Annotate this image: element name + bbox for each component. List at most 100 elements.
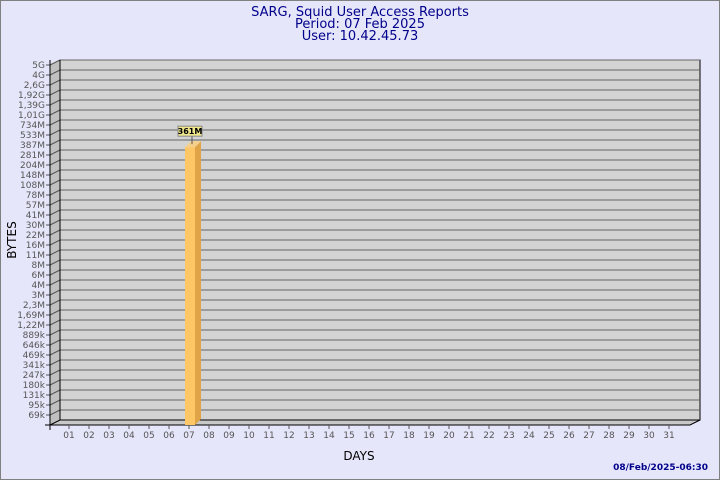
y-tick-slant	[49, 259, 61, 266]
x-tick-label: 27	[583, 431, 594, 441]
x-tick-label: 07	[183, 431, 194, 441]
y-tick-slant	[49, 249, 61, 256]
y-tick-label: 22M	[26, 231, 45, 241]
x-tick-label: 01	[63, 431, 74, 441]
y-tick-label: 341k	[23, 361, 46, 371]
y-tick-label: 2,3M	[23, 301, 45, 311]
y-tick-label: 204M	[20, 161, 45, 171]
x-tick-label: 12	[283, 431, 294, 441]
x-tick-label: 15	[343, 431, 354, 441]
y-tick-label: 30M	[26, 221, 45, 231]
y-tick-slant	[49, 269, 61, 276]
y-tick-slant	[49, 69, 61, 76]
y-tick-slant	[49, 209, 61, 216]
x-tick-label: 14	[323, 431, 335, 441]
x-tick-label: 20	[443, 431, 455, 441]
y-tick-slant	[49, 169, 61, 176]
y-tick-label: 95k	[28, 401, 45, 411]
x-tick-label: 09	[223, 431, 235, 441]
x-tick-label: 29	[623, 431, 635, 441]
y-tick-slant	[49, 409, 61, 416]
y-tick-label: 6M	[32, 271, 46, 281]
y-tick-label: 69k	[28, 411, 45, 421]
chart-user: User: 10.42.45.73	[302, 29, 418, 44]
y-tick-slant	[49, 369, 61, 376]
x-tick-label: 06	[163, 431, 175, 441]
y-tick-slant	[49, 389, 61, 396]
x-tick-label: 31	[663, 431, 674, 441]
y-tick-label: 281M	[20, 151, 45, 161]
y-tick-slant	[49, 329, 61, 336]
y-tick-slant	[49, 349, 61, 356]
y-tick-slant	[49, 79, 61, 86]
y-tick-label: 131k	[23, 391, 46, 401]
x-tick-label: 13	[303, 431, 314, 441]
x-tick-label: 22	[483, 431, 494, 441]
y-tick-slant	[49, 239, 61, 246]
y-tick-slant	[49, 109, 61, 116]
bar-top	[185, 141, 201, 148]
chart-period: Period: 07 Feb 2025	[295, 17, 425, 32]
y-tick-label: 247k	[23, 371, 46, 381]
y-tick-slant	[49, 289, 61, 296]
y-tick-label: 78M	[26, 191, 45, 201]
y-tick-label: 387M	[20, 141, 45, 151]
y-tick-slant	[49, 279, 61, 286]
y-tick-slant	[49, 179, 61, 186]
x-tick-label: 11	[263, 431, 274, 441]
x-tick-label: 17	[383, 431, 394, 441]
y-tick-label: 1,01G	[18, 111, 45, 121]
y-tick-slant	[49, 119, 61, 126]
y-tick-label: 1,69M	[17, 311, 45, 321]
y-tick-label: 469k	[23, 351, 46, 361]
y-tick-label: 1,39G	[18, 101, 45, 111]
y-tick-label: 533M	[20, 131, 45, 141]
floor	[49, 419, 701, 426]
y-tick-slant	[49, 139, 61, 146]
x-tick-label: 19	[423, 431, 435, 441]
y-tick-slant	[49, 359, 61, 366]
x-tick-label: 16	[363, 431, 375, 441]
y-tick-slant	[49, 199, 61, 206]
x-tick-label: 26	[563, 431, 575, 441]
y-tick-label: 41M	[26, 211, 45, 221]
y-tick-slant	[49, 99, 61, 106]
y-tick-label: 646k	[23, 341, 46, 351]
y-tick-label: 57M	[26, 201, 45, 211]
y-tick-label: 5G	[32, 61, 45, 71]
data-label-box	[177, 125, 203, 137]
y-tick-label: 16M	[26, 241, 45, 251]
x-tick-label: 30	[643, 431, 655, 441]
y-tick-label: 180k	[23, 381, 46, 391]
y-tick-slant	[49, 319, 61, 326]
x-tick-label: 02	[83, 431, 94, 441]
y-tick-label: 11M	[26, 251, 45, 261]
y-tick-slant	[49, 129, 61, 136]
y-tick-label: 4M	[32, 281, 46, 291]
y-tick-slant	[49, 59, 61, 66]
y-tick-label: 8M	[32, 261, 46, 271]
generated-timestamp: 08/Feb/2025-06:30	[613, 463, 708, 473]
y-tick-label: 108M	[20, 181, 45, 191]
x-tick-label: 23	[503, 431, 514, 441]
y-tick-slant	[49, 189, 61, 196]
y-axis-label: BYTES	[5, 221, 19, 258]
y-tick-label: 734M	[20, 121, 45, 131]
y-tick-label: 889k	[23, 331, 46, 341]
y-tick-label: 148M	[20, 171, 45, 181]
y-tick-label: 3M	[32, 291, 46, 301]
x-axis-label: DAYS	[343, 449, 374, 463]
bar	[185, 147, 195, 426]
bar-side	[195, 141, 201, 426]
x-tick-label: 25	[543, 431, 554, 441]
y-tick-slant	[49, 399, 61, 406]
x-tick-label: 05	[143, 431, 154, 441]
x-tick-label: 04	[123, 431, 135, 441]
y-tick-slant	[49, 229, 61, 236]
x-tick-label: 28	[603, 431, 615, 441]
y-tick-slant	[49, 149, 61, 156]
x-tick-label: 03	[103, 431, 114, 441]
y-tick-slant	[49, 159, 61, 166]
chart-title: SARG, Squid User Access Reports	[251, 5, 469, 20]
